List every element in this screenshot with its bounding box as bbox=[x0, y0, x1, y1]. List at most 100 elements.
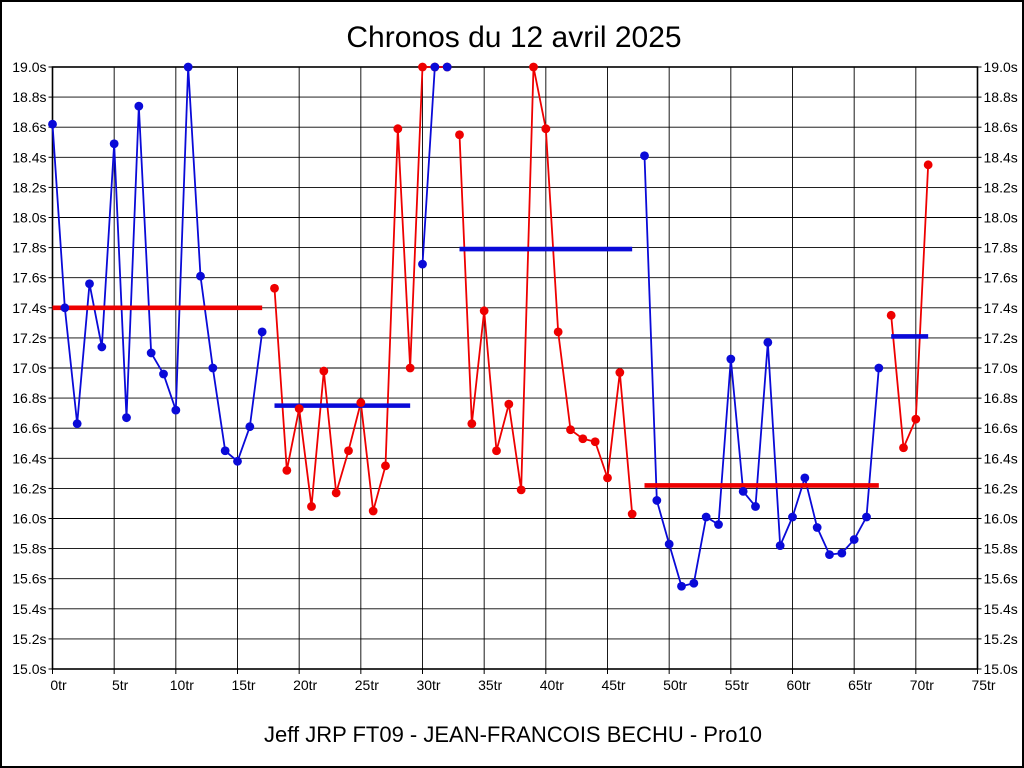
blue-run-5-point bbox=[652, 496, 662, 505]
y-axis-label-right: 15.8s bbox=[984, 541, 1018, 557]
blue-run-5-point bbox=[664, 539, 674, 549]
y-axis-label-right: 18.2s bbox=[984, 179, 1018, 195]
y-axis-label-left: 16.2s bbox=[12, 480, 46, 496]
red-run-4-point bbox=[627, 509, 637, 519]
y-axis-label-left: 16.4s bbox=[12, 450, 46, 466]
red-run-4-point bbox=[541, 124, 551, 134]
blue-run-3-point bbox=[442, 62, 452, 72]
red-run-2-point bbox=[307, 502, 316, 511]
red-run-2-point bbox=[418, 62, 427, 72]
blue-run-5-point bbox=[677, 581, 686, 591]
blue-run-3-line bbox=[421, 66, 448, 265]
blue-run-1-line bbox=[51, 66, 264, 463]
blue-run-3-point bbox=[418, 259, 427, 269]
y-axis-label-left: 15.4s bbox=[12, 601, 46, 617]
x-axis-label: 0tr bbox=[50, 677, 67, 693]
blue-run-1-point bbox=[72, 419, 82, 429]
blue-run-1-point bbox=[171, 405, 181, 415]
blue-run-1-point bbox=[208, 363, 218, 373]
red-run-4-point bbox=[615, 368, 625, 377]
red-run-2-point bbox=[344, 446, 353, 456]
x-axis-label: 50tr bbox=[663, 677, 687, 693]
y-axis-label-right: 17.2s bbox=[984, 330, 1018, 346]
chart-title: Chronos du 12 avril 2025 bbox=[346, 21, 681, 54]
y-axis-labels-left: 19.0s 18.8s 18.6s 18.4s 18.2s 18.0s 17.8s 17.6s… bbox=[12, 59, 46, 677]
red-run-4-point bbox=[504, 399, 514, 409]
blue-run-1-point bbox=[257, 327, 267, 337]
x-axis-label: 75tr bbox=[971, 677, 995, 693]
y-axis-label-left: 17.2s bbox=[12, 330, 46, 346]
y-axis-label-right: 18.6s bbox=[984, 119, 1018, 135]
red-run-2-point bbox=[393, 124, 403, 134]
y-axis-label-right: 18.4s bbox=[984, 149, 1018, 165]
blue-run-5-point bbox=[825, 550, 834, 560]
x-axis-label: 20tr bbox=[293, 677, 317, 693]
red-run-6-point bbox=[911, 414, 921, 424]
y-axis-label-left: 16.6s bbox=[12, 420, 46, 436]
x-axis-label: 70tr bbox=[910, 677, 934, 693]
x-axis-label: 35tr bbox=[478, 677, 502, 693]
red-run-2-point bbox=[405, 363, 415, 373]
grid-lines bbox=[52, 67, 978, 669]
y-axis-label-right: 15.0s bbox=[984, 661, 1018, 677]
y-axis-label-right: 16.8s bbox=[984, 390, 1018, 406]
y-axis-label-left: 16.8s bbox=[12, 390, 46, 406]
red-run-2-point bbox=[294, 404, 304, 414]
x-axis-label: 40tr bbox=[540, 677, 564, 693]
blue-run-5-point bbox=[640, 151, 649, 161]
blue-run-5-point bbox=[837, 548, 847, 558]
axis-ticks bbox=[48, 66, 982, 674]
y-axis-label-right: 15.6s bbox=[984, 571, 1018, 587]
blue-run-1-point bbox=[220, 446, 230, 456]
blue-run-5-point bbox=[800, 473, 810, 483]
y-axis-label-right: 18.8s bbox=[984, 89, 1018, 105]
x-axis-label: 45tr bbox=[601, 677, 625, 693]
red-run-4-point bbox=[553, 327, 563, 337]
blue-run-5-point bbox=[775, 541, 785, 550]
y-axis-labels-right: 19.0s 18.8s 18.6s 18.4s 18.2s 18.0s 17.8s 17.6s… bbox=[984, 59, 1018, 677]
red-run-6-line bbox=[890, 164, 930, 449]
blue-run-1-point bbox=[109, 139, 119, 149]
blue-run-5-point bbox=[874, 363, 884, 373]
blue-run-1-point bbox=[146, 348, 156, 358]
x-axis-labels: 0tr 5tr 10tr 15tr 20tr 25tr 30tr 35tr 40tr 45tr 50… bbox=[50, 677, 996, 693]
y-axis-label-left: 17.6s bbox=[12, 270, 46, 286]
blue-run-1-point bbox=[85, 279, 94, 289]
y-axis-label-left: 15.8s bbox=[12, 541, 46, 557]
x-axis-label: 10tr bbox=[170, 677, 194, 693]
red-run-4-point bbox=[492, 446, 501, 456]
blue-run-3-point bbox=[430, 62, 440, 72]
x-axis-label: 65tr bbox=[848, 677, 872, 693]
y-axis-label-right: 15.2s bbox=[984, 631, 1018, 647]
red-run-2-point bbox=[368, 506, 378, 516]
y-axis-label-right: 18.0s bbox=[984, 210, 1018, 226]
blue-run-5-point bbox=[738, 487, 748, 496]
y-axis-label-left: 17.8s bbox=[12, 240, 46, 256]
blue-run-1-point bbox=[245, 422, 255, 432]
y-axis-label-right: 17.6s bbox=[984, 270, 1018, 286]
average-lines bbox=[52, 246, 929, 488]
y-axis-label-right: 16.0s bbox=[984, 511, 1018, 527]
red-run-4-point bbox=[529, 62, 538, 72]
y-axis-label-right: 17.4s bbox=[984, 300, 1018, 316]
blue-run-1-point bbox=[97, 342, 107, 352]
red-run-6-point bbox=[886, 310, 896, 320]
red-run-2-point bbox=[270, 283, 279, 293]
blue-run-5-line bbox=[643, 155, 880, 588]
x-axis-label: 60tr bbox=[786, 677, 810, 693]
blue-run-5-point bbox=[812, 523, 822, 532]
blue-run-1-point bbox=[122, 413, 131, 423]
red-run-2-point bbox=[319, 366, 329, 376]
y-axis-label-right: 17.0s bbox=[984, 360, 1018, 376]
red-run-4-point bbox=[590, 437, 600, 447]
red-run-2-point bbox=[356, 398, 366, 408]
y-axis-label-right: 16.6s bbox=[984, 420, 1018, 436]
y-axis-label-right: 19.0s bbox=[984, 59, 1018, 75]
blue-run-5-point bbox=[788, 512, 797, 522]
red-run-4-point bbox=[467, 419, 477, 429]
red-run-4-point bbox=[566, 425, 575, 435]
y-axis-label-left: 17.0s bbox=[12, 360, 46, 376]
blue-run-1-point bbox=[183, 62, 193, 72]
blue-run-5-point bbox=[862, 512, 871, 522]
